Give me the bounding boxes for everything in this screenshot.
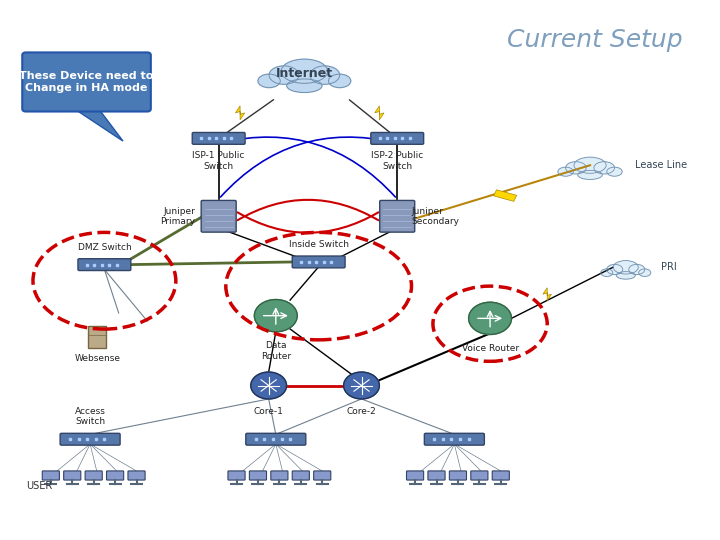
Text: Inside Switch: Inside Switch [289,240,348,249]
FancyBboxPatch shape [246,433,306,445]
Ellipse shape [594,161,614,174]
Text: Core-1: Core-1 [253,407,284,416]
FancyBboxPatch shape [314,471,330,480]
Polygon shape [235,106,245,120]
Circle shape [254,300,297,332]
FancyBboxPatch shape [292,471,310,480]
Circle shape [251,372,287,399]
FancyBboxPatch shape [201,200,236,232]
Text: Voice Router: Voice Router [462,344,518,353]
Ellipse shape [258,74,280,87]
FancyBboxPatch shape [228,471,245,480]
FancyBboxPatch shape [42,471,60,480]
Polygon shape [74,109,123,141]
Text: ISP-1 Public
Switch: ISP-1 Public Switch [192,151,245,171]
FancyBboxPatch shape [428,471,445,480]
Text: Lease Line: Lease Line [635,160,687,170]
FancyBboxPatch shape [85,471,102,480]
Ellipse shape [566,161,586,174]
Text: Juniper
Secondary: Juniper Secondary [412,207,459,226]
FancyBboxPatch shape [379,200,415,232]
Text: Websense: Websense [74,354,120,363]
Ellipse shape [282,59,328,83]
Text: Internet: Internet [276,67,333,80]
FancyBboxPatch shape [60,433,120,445]
Circle shape [343,372,379,399]
Bar [494,190,517,201]
FancyBboxPatch shape [471,471,488,480]
Ellipse shape [328,74,351,87]
Ellipse shape [639,269,651,276]
FancyBboxPatch shape [407,471,423,480]
Text: Current Setup: Current Setup [508,28,683,52]
Text: Core-2: Core-2 [346,407,377,416]
Bar [89,326,106,348]
Ellipse shape [616,272,635,279]
Text: PRI: PRI [661,262,677,272]
FancyBboxPatch shape [371,132,423,144]
Text: Juniper
Primary: Juniper Primary [161,207,195,226]
Text: USER: USER [26,481,52,491]
Ellipse shape [269,66,299,84]
Ellipse shape [629,265,645,274]
FancyBboxPatch shape [107,471,124,480]
Ellipse shape [578,171,602,179]
FancyBboxPatch shape [78,259,131,271]
FancyBboxPatch shape [424,433,485,445]
Ellipse shape [558,167,573,176]
Text: ISP-2 Public
Switch: ISP-2 Public Switch [371,151,423,171]
Ellipse shape [287,79,322,92]
FancyBboxPatch shape [249,471,266,480]
FancyBboxPatch shape [63,471,81,480]
FancyBboxPatch shape [449,471,467,480]
FancyBboxPatch shape [22,52,150,112]
Ellipse shape [600,269,613,276]
Polygon shape [543,288,552,301]
Text: Access
Switch: Access Switch [75,407,106,427]
Text: These Device need to
Change in HA mode: These Device need to Change in HA mode [19,71,154,93]
Ellipse shape [310,66,340,84]
FancyBboxPatch shape [492,471,509,480]
Polygon shape [374,106,384,120]
Circle shape [469,302,511,334]
FancyBboxPatch shape [292,256,345,268]
Ellipse shape [607,265,623,274]
FancyBboxPatch shape [128,471,145,480]
FancyBboxPatch shape [271,471,288,480]
Text: Data
Router: Data Router [261,341,291,361]
Ellipse shape [613,261,638,274]
Ellipse shape [607,167,622,176]
Ellipse shape [574,157,606,173]
FancyBboxPatch shape [192,132,245,144]
Text: DMZ Switch: DMZ Switch [78,243,131,252]
